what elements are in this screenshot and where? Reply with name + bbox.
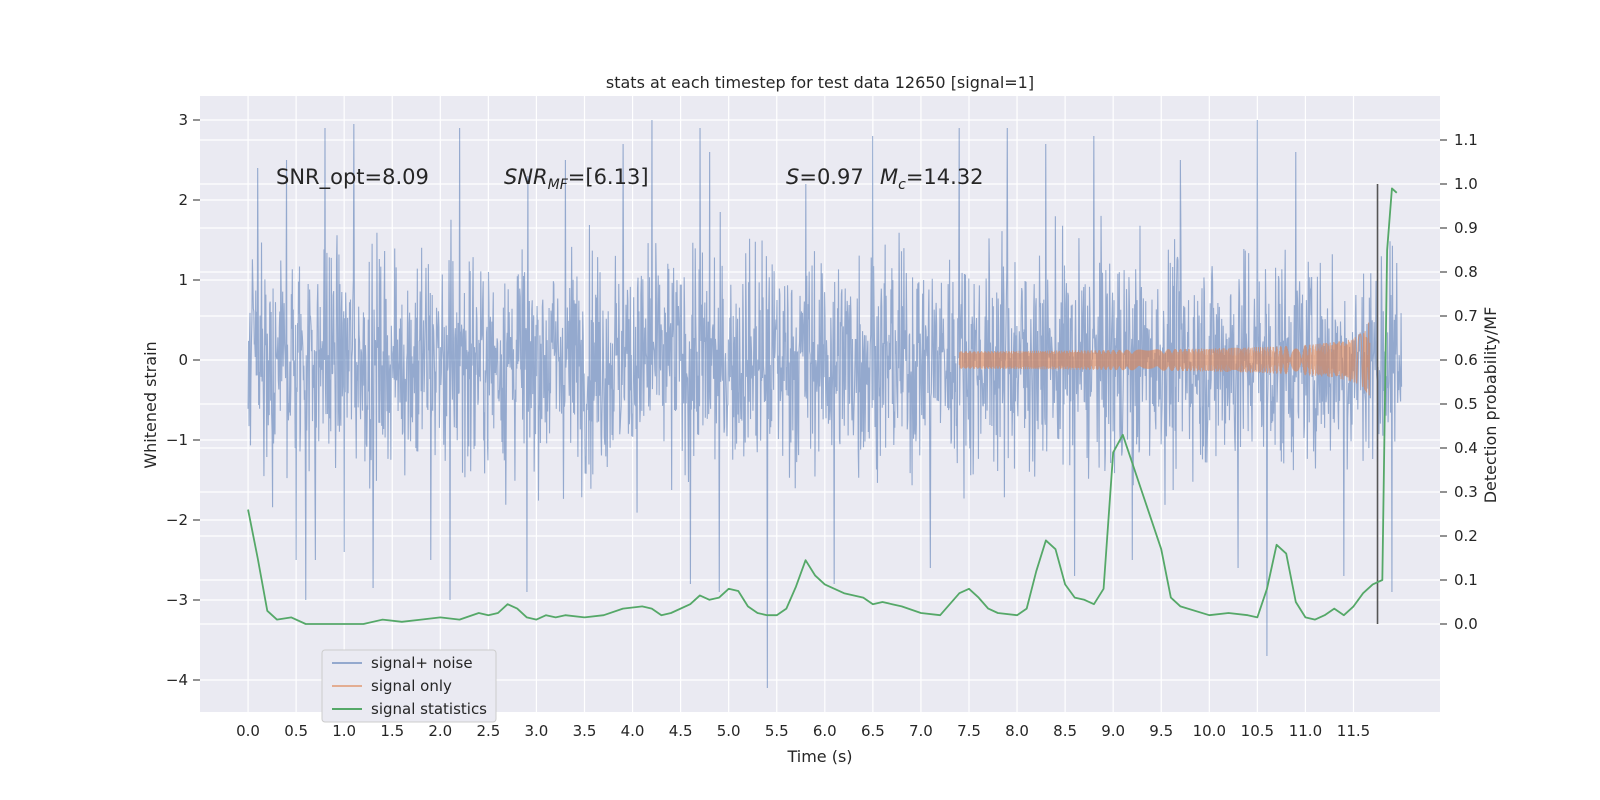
x-tick-label: 0.0 xyxy=(236,722,260,740)
series-signal-statistics xyxy=(247,187,1398,625)
series-signal-only xyxy=(958,322,1371,396)
statistics-line xyxy=(247,187,1398,625)
x-tick-label: 6.5 xyxy=(861,722,885,740)
x-tick-label: 5.5 xyxy=(765,722,789,740)
x-tick-label: 8.0 xyxy=(1005,722,1029,740)
y-tick-label: −3 xyxy=(166,591,188,609)
annotation-s: S=0.97 xyxy=(786,165,864,189)
annotation-snr-mf-label: SNR xyxy=(504,165,548,189)
data-layer xyxy=(247,119,1403,689)
x-tick-label: 4.5 xyxy=(669,722,693,740)
x-tick-label: 2.0 xyxy=(428,722,452,740)
x-tick-label: 9.0 xyxy=(1101,722,1125,740)
y-tick-label: −2 xyxy=(166,511,188,529)
x-tick-label: 11.0 xyxy=(1289,722,1322,740)
y2-axis-ticks: 1.1 1.0 0.9 0.8 0.7 0.6 0.5 0.4 0.3 0.2 0.1 0.0 xyxy=(1440,131,1478,633)
x-tick-label: 10.5 xyxy=(1241,722,1274,740)
annotation-snr-mf-sub: MF xyxy=(548,177,569,193)
y2-tick-label: 0.7 xyxy=(1454,307,1478,325)
annotation-mc-label: M xyxy=(880,165,898,189)
x-tick-label: 3.5 xyxy=(573,722,597,740)
legend-label-signal-statistics: signal statistics xyxy=(371,700,487,718)
y-axis-ticks: 3 2 1 0 −1 −2 −3 −4 xyxy=(166,111,200,689)
y-tick-label: −1 xyxy=(166,431,188,449)
annotation-mc: Mc=14.32 xyxy=(880,165,984,193)
x-tick-label: 1.5 xyxy=(380,722,404,740)
x-tick-label: 0.5 xyxy=(284,722,308,740)
annotation-mc-sub: c xyxy=(898,177,906,193)
x-tick-label: 3.0 xyxy=(525,722,549,740)
annotations: SNR_opt=8.09 SNRMF=[6.13] S=0.97 Mc=14.3… xyxy=(276,165,984,193)
y-tick-label: 1 xyxy=(178,271,188,289)
y2-tick-label: 0.0 xyxy=(1454,615,1478,633)
y-tick-label: 2 xyxy=(178,191,188,209)
legend-label-signal-noise: signal+ noise xyxy=(371,654,473,672)
chart-title: stats at each timestep for test data 126… xyxy=(606,73,1034,92)
annotation-s-value: =0.97 xyxy=(799,165,863,189)
chirp-trace xyxy=(958,322,1371,396)
x-tick-label: 6.0 xyxy=(813,722,837,740)
y-tick-label: 0 xyxy=(178,351,188,369)
x-tick-label: 11.5 xyxy=(1337,722,1370,740)
x-axis-ticks: 0.0 0.5 1.0 1.5 2.0 2.5 3.0 3.5 4.0 4.5 5.0 5.5 6.0 6… xyxy=(236,722,1370,740)
y2-tick-label: 0.8 xyxy=(1454,263,1478,281)
x-tick-label: 7.5 xyxy=(957,722,981,740)
y2-tick-label: 0.2 xyxy=(1454,527,1478,545)
x-tick-label: 10.0 xyxy=(1193,722,1226,740)
x-tick-label: 7.0 xyxy=(909,722,933,740)
annotation-snr-mf: SNRMF=[6.13] xyxy=(504,165,649,193)
y2-axis-label: Detection probability/MF xyxy=(1481,307,1500,504)
x-tick-label: 5.0 xyxy=(717,722,741,740)
x-tick-label: 4.0 xyxy=(621,722,645,740)
x-tick-label: 8.5 xyxy=(1053,722,1077,740)
y2-tick-label: 0.5 xyxy=(1454,395,1478,413)
y2-tick-label: 0.3 xyxy=(1454,483,1478,501)
y-tick-label: −4 xyxy=(166,671,188,689)
y-axis-label: Whitened strain xyxy=(141,341,160,468)
y2-tick-label: 0.4 xyxy=(1454,439,1478,457)
y2-tick-label: 1.1 xyxy=(1454,131,1478,149)
y-tick-label: 3 xyxy=(178,111,188,129)
annotation-s-label: S xyxy=(786,165,799,189)
y2-tick-label: 1.0 xyxy=(1454,175,1478,193)
x-axis-label: Time (s) xyxy=(786,747,852,766)
y2-tick-label: 0.1 xyxy=(1454,571,1478,589)
x-tick-label: 2.5 xyxy=(476,722,500,740)
x-tick-label: 9.5 xyxy=(1149,722,1173,740)
legend: signal+ noise signal only signal statist… xyxy=(321,649,497,723)
annotation-mc-value: =14.32 xyxy=(906,165,984,189)
x-tick-label: 1.0 xyxy=(332,722,356,740)
legend-box xyxy=(321,649,497,723)
y2-tick-label: 0.9 xyxy=(1454,219,1478,237)
annotation-snr-mf-value: =[6.13] xyxy=(568,165,649,189)
y2-tick-label: 0.6 xyxy=(1454,351,1478,369)
legend-label-signal-only: signal only xyxy=(371,677,452,695)
annotation-snr-opt: SNR_opt=8.09 xyxy=(276,165,429,190)
